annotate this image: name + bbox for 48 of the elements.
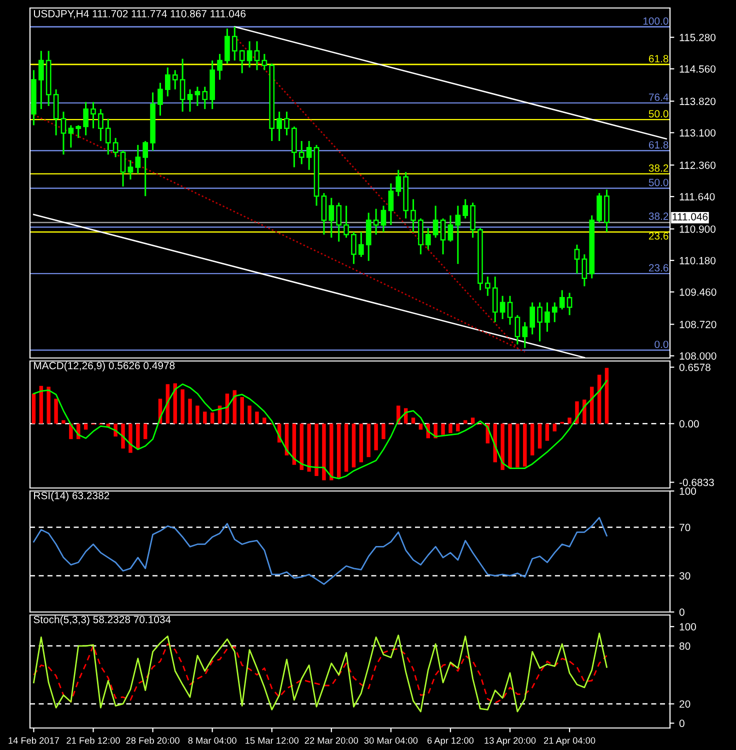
chart-title: USDJPY,H4 111.702 111.774 110.867 111.046 bbox=[34, 10, 246, 19]
y-tick-label: -0.6833 bbox=[679, 478, 714, 486]
y-tick-label: 0 bbox=[679, 720, 684, 728]
y-tick-label: 30 bbox=[679, 572, 690, 580]
annotation: 23.6 bbox=[648, 264, 668, 272]
y-tick-label: 80 bbox=[679, 642, 690, 650]
chart-title: Stoch(5,3,3) 58.2328 70.1034 bbox=[34, 616, 171, 626]
chart-title: RSI(14) 63.2382 bbox=[34, 492, 110, 502]
annotation: 38.2 bbox=[648, 212, 668, 220]
y-tick-label: 110.180 bbox=[680, 256, 716, 264]
y-tick-label: 113.820 bbox=[680, 98, 716, 106]
annotation: 100.0 bbox=[643, 17, 668, 25]
y-tick-label: 20 bbox=[680, 700, 690, 708]
y-tick-label: 114.560 bbox=[680, 65, 716, 73]
y-tick-label: 70 bbox=[680, 524, 690, 532]
y-tick-label: 113.100 bbox=[680, 129, 716, 137]
ref-line-label: 111.046 bbox=[672, 213, 708, 220]
y-tick-label: 0.6578 bbox=[679, 364, 710, 372]
annotation: 61.8 bbox=[648, 141, 668, 149]
x-tick-label: 6 Apr 12:00 bbox=[427, 737, 474, 746]
y-tick-label: 100 bbox=[680, 488, 696, 495]
annotation: 50.0 bbox=[648, 178, 668, 186]
y-tick-label: 115.280 bbox=[680, 34, 716, 42]
annotation: 38.2 bbox=[648, 164, 668, 172]
annotation: 0.0 bbox=[654, 340, 668, 348]
x-tick-label: 21 Apr 04:00 bbox=[544, 737, 596, 746]
annotation: 61.8 bbox=[648, 55, 668, 62]
y-tick-label: 112.360 bbox=[680, 162, 716, 169]
y-tick-label: 108.000 bbox=[680, 352, 716, 360]
x-tick-label: 15 Mar 12:00 bbox=[246, 737, 299, 744]
y-tick-label: 108.720 bbox=[680, 320, 716, 328]
x-tick-label: 14 Feb 2017 bbox=[8, 737, 59, 744]
x-tick-label: 13 Apr 20:00 bbox=[484, 737, 536, 746]
y-tick-label: 109.460 bbox=[680, 288, 716, 296]
x-tick-label: 22 Mar 20:00 bbox=[304, 737, 358, 744]
annotation: 50.0 bbox=[648, 110, 668, 118]
y-tick-label: 0.00 bbox=[679, 420, 699, 428]
y-tick-label: 100 bbox=[680, 623, 696, 630]
y-tick-label: 110.900 bbox=[680, 225, 716, 233]
x-tick-label: 8 Mar 04:00 bbox=[188, 737, 236, 744]
y-tick-label: 111.640 bbox=[680, 193, 715, 200]
x-tick-label: 21 Feb 12:00 bbox=[66, 737, 120, 744]
annotation: 23.6 bbox=[648, 232, 668, 240]
x-tick-label: 30 Mar 04:00 bbox=[364, 737, 418, 744]
annotation: 76.4 bbox=[648, 94, 668, 101]
x-tick-label: 28 Feb 20:00 bbox=[126, 737, 180, 744]
y-tick-label: 0 bbox=[679, 608, 684, 616]
chart-title: MACD(12,26,9) 0.5626 0.4978 bbox=[34, 362, 175, 372]
